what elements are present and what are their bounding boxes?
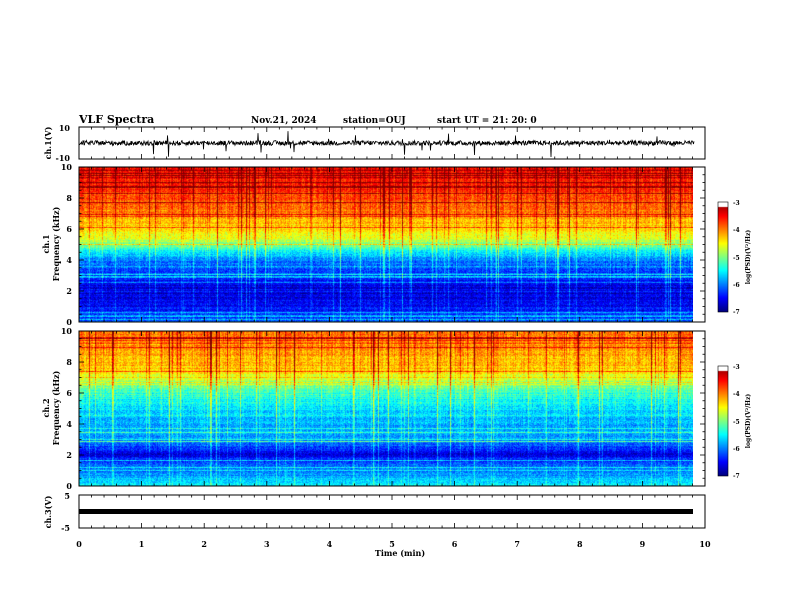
ch3-wave-ytick-top: 5 xyxy=(64,491,70,501)
ch1-waveform-line xyxy=(78,131,695,158)
axis-ticks xyxy=(78,127,706,528)
cb2-tick-m6: -6 xyxy=(733,446,740,453)
cb2-tick-m5: -5 xyxy=(733,419,740,426)
x-tick-label: 3 xyxy=(264,539,270,549)
x-tick-label: 4 xyxy=(327,539,333,549)
ch1-spec-ytick-8: 8 xyxy=(66,193,72,203)
start-time-label: start UT = 21: 20: 0 xyxy=(437,116,537,126)
cb2-tick-m4: -4 xyxy=(733,391,740,398)
cb2-label: log(PSD)(V²/Hz) xyxy=(745,394,752,449)
cb1-tick-m4: -4 xyxy=(733,227,740,234)
cb1-tick-m6: -6 xyxy=(733,282,740,289)
ch1-wave-ytick-bottom: -10 xyxy=(56,153,71,163)
cb2-tick-m3: -3 xyxy=(733,364,740,371)
cb2-tick-m7: -7 xyxy=(733,473,740,480)
ch3-waveform-line xyxy=(79,509,693,514)
ch3-wave-ytick-bottom: -5 xyxy=(61,523,70,533)
ch1-spec-ylabel-freq: Frequency (kHz) xyxy=(51,206,61,281)
cb1-tick-m5: -5 xyxy=(733,255,740,262)
ch2-spec-ytick-4: 4 xyxy=(66,419,72,429)
ch2-colorbar-frame xyxy=(717,365,729,477)
x-tick-label: 7 xyxy=(514,539,520,549)
ch2-spec-ytick-10: 10 xyxy=(61,326,73,336)
ch1-wave-ylabel: ch.1(V) xyxy=(43,126,53,159)
ch2-colorbar xyxy=(718,366,728,476)
ch1-spec-ytick-2: 2 xyxy=(66,286,72,296)
ch3-wave-ylabel: ch.3(V) xyxy=(43,495,53,528)
cb1-tick-m7: -7 xyxy=(733,309,740,316)
x-tick-label: 5 xyxy=(389,539,395,549)
x-tick-label: 8 xyxy=(577,539,583,549)
x-tick-label: 9 xyxy=(640,539,646,549)
x-tick-label: 10 xyxy=(699,539,711,549)
ch2-spec-ylabel-freq: Frequency (kHz) xyxy=(51,370,61,445)
ch2-spec-ytick-0: 0 xyxy=(66,481,72,491)
x-tick-label: 1 xyxy=(139,539,145,549)
cb1-label: log(PSD)(V²/Hz) xyxy=(745,230,752,285)
ch2-spec-ytick-8: 8 xyxy=(66,357,72,367)
ch1-spectrogram-image xyxy=(79,167,693,322)
ch2-spec-ylabel-channel: ch.2 xyxy=(41,398,51,417)
cb1-tick-m3: -3 xyxy=(733,200,740,207)
ch2-spec-ytick-6: 6 xyxy=(66,388,72,398)
ch1-spec-ytick-10: 10 xyxy=(61,162,73,172)
x-tick-label: 0 xyxy=(76,539,82,549)
station-label: station=OUJ xyxy=(343,116,406,126)
ch2-spectrogram-image xyxy=(79,331,693,486)
x-tick-label: 6 xyxy=(452,539,458,549)
x-axis-label: Time (min) xyxy=(375,548,425,558)
x-tick-label: 2 xyxy=(201,539,207,549)
ch1-colorbar-frame xyxy=(717,201,729,313)
ch1-spec-ylabel-channel: ch.1 xyxy=(41,234,51,253)
ch1-colorbar xyxy=(718,202,728,312)
ch1-wave-ytick-top: 10 xyxy=(59,123,71,133)
ch1-spec-ytick-4: 4 xyxy=(66,255,72,265)
figure-title: VLF Spectra xyxy=(78,113,154,126)
ch1-spec-ytick-6: 6 xyxy=(66,224,72,234)
date-label: Nov.21, 2024 xyxy=(251,116,317,126)
ch2-spec-ytick-2: 2 xyxy=(66,450,72,460)
ch1-spec-ytick-0: 0 xyxy=(66,317,72,327)
x-tick-labels: 0 1 2 3 4 5 6 7 8 9 10 xyxy=(76,539,711,549)
